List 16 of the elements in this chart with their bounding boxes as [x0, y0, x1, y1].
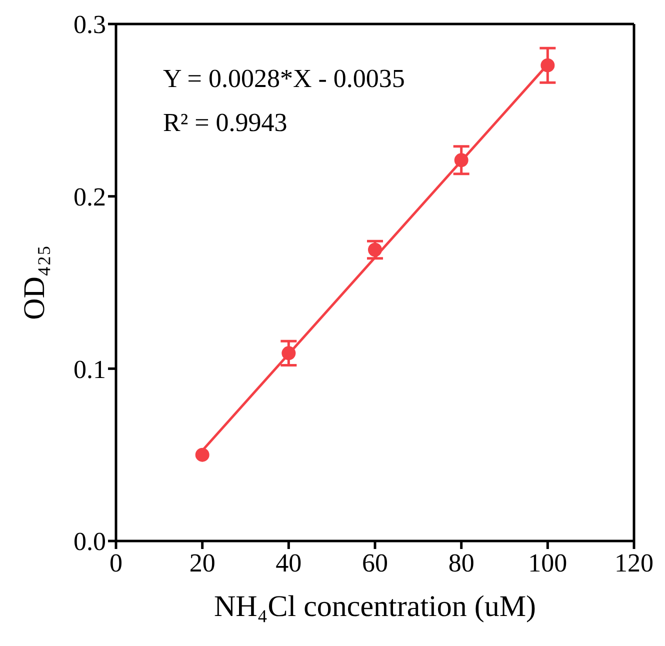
- y-tick-label: 0.1: [74, 354, 106, 384]
- y-tick-label: 0.0: [74, 527, 106, 556]
- annotation: Y = 0.0028*X - 0.0035: [163, 64, 405, 94]
- annotation: R² = 0.9943: [163, 108, 288, 138]
- y-tick-label: 0.2: [74, 182, 106, 212]
- point: [195, 448, 210, 462]
- x-axis-title: NH₄Cl concentration (uM): [214, 590, 536, 623]
- x-tick-label: 60: [362, 548, 388, 578]
- y-tick-label: 0.3: [74, 10, 106, 40]
- x-tick-label: 0: [110, 548, 122, 578]
- x-tick-label: 100: [528, 548, 568, 578]
- y-axis-title: OD₄₂₅: [18, 245, 51, 320]
- x-tick-label: 80: [448, 548, 474, 578]
- x-tick-label: 20: [189, 548, 216, 578]
- x-tick-label: 120: [614, 548, 654, 578]
- x-tick-label: 40: [276, 548, 302, 578]
